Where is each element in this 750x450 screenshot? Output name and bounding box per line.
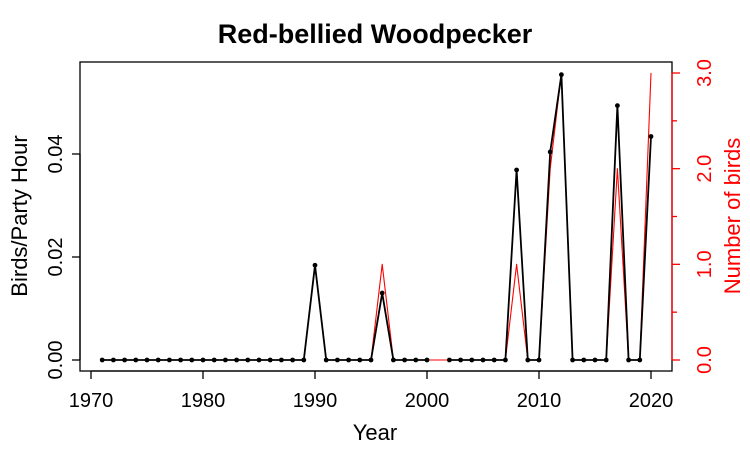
x-tick-label: 2000: [405, 390, 450, 412]
x-axis: 1970 1980 1990 2000 2010 2020: [69, 370, 674, 412]
data-point: [301, 357, 307, 363]
data-point: [391, 357, 396, 363]
y-tick-label-left: 0.04: [45, 135, 67, 174]
data-point: [413, 357, 419, 363]
series-line: [102, 264, 427, 361]
data-point: [279, 357, 284, 363]
series-number-of-birds: [102, 72, 652, 361]
x-tick-label: 1990: [293, 390, 338, 412]
data-point: [189, 357, 195, 363]
data-point: [570, 357, 575, 363]
data-point: [312, 262, 318, 268]
data-point: [223, 357, 228, 363]
data-point: [155, 357, 161, 363]
data-point: [256, 357, 262, 363]
data-point: [480, 357, 486, 363]
data-point: [144, 357, 150, 363]
data-point: [402, 357, 407, 363]
y-tick-label-right: 1.0: [694, 250, 716, 278]
y-tick-label-right: 2.0: [694, 155, 716, 183]
data-point: [99, 357, 105, 363]
data-point: [167, 357, 172, 363]
x-tick-label: 2010: [517, 390, 562, 412]
data-point: [211, 357, 217, 363]
series-line: [102, 72, 652, 361]
y-tick-label-left: 0.00: [45, 341, 67, 380]
y-tick-label-right: 3.0: [694, 59, 716, 87]
data-point: [368, 357, 374, 363]
data-point: [603, 357, 609, 363]
y-axis-right: 0.0 1.0 2.0 3.0: [671, 59, 716, 374]
data-point: [200, 357, 206, 363]
chart-title: Red-bellied Woodpecker: [218, 19, 533, 49]
data-point: [323, 357, 329, 363]
data-point: [458, 357, 463, 363]
y-tick-label-left: 0.02: [45, 238, 67, 277]
y-axis-label-left: Birds/Party Hour: [7, 135, 32, 296]
data-point: [424, 357, 430, 363]
plot-frame: [79, 61, 673, 372]
data-point: [525, 357, 531, 363]
data-point: [503, 357, 508, 363]
data-point: [122, 357, 127, 363]
data-point: [581, 357, 587, 363]
data-point: [447, 357, 452, 363]
data-point: [469, 357, 475, 363]
data-point: [637, 357, 643, 363]
data-point: [514, 167, 519, 173]
data-point: [133, 357, 139, 363]
data-point: [615, 103, 620, 108]
data-point: [267, 357, 273, 363]
data-point: [335, 357, 340, 363]
data-point: [559, 72, 564, 78]
data-point: [234, 357, 240, 363]
x-tick-label: 1980: [181, 390, 226, 412]
x-tick-label: 1970: [69, 390, 114, 412]
data-point: [290, 357, 295, 363]
y-axis-label-right: Number of birds: [720, 138, 745, 295]
data-point: [346, 357, 351, 363]
data-point: [111, 357, 116, 363]
x-tick-label: 2020: [629, 390, 674, 412]
y-tick-label-right: 0.0: [694, 346, 716, 374]
data-point: [626, 357, 631, 363]
y-axis-left: 0.00 0.02 0.04: [45, 135, 81, 380]
data-point: [379, 290, 385, 296]
data-point: [547, 149, 553, 155]
series-birds-per-party-hour: [99, 72, 654, 363]
data-point: [357, 357, 363, 363]
data-point: [245, 357, 251, 363]
data-point: [491, 357, 497, 363]
data-point: [648, 134, 654, 139]
x-axis-label: Year: [353, 420, 397, 445]
data-point: [592, 357, 598, 363]
data-point: [536, 357, 542, 363]
data-point: [178, 357, 184, 363]
